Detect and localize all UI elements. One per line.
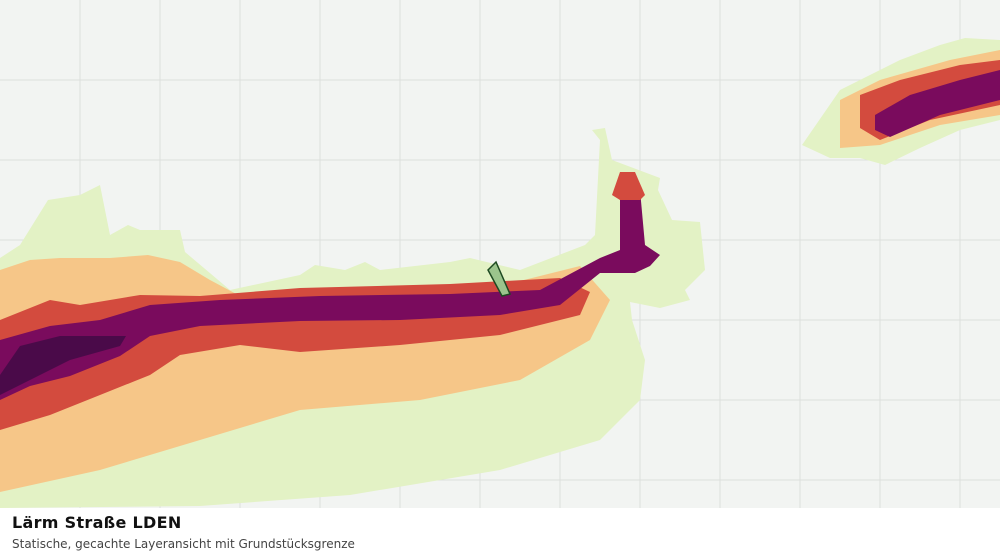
layer-title: Lärm Straße LDEN (12, 513, 182, 532)
noise-zone-very-high (875, 70, 1000, 137)
noise-zones (0, 38, 1000, 508)
caption: Lärm Straße LDEN Statische, gecachte Lay… (0, 508, 1000, 560)
parcel-boundary (487, 260, 512, 297)
noise-zone-high (612, 172, 645, 200)
noise-zone-very-high (0, 190, 660, 400)
layer-subtitle: Statische, gecachte Layeransicht mit Gru… (12, 537, 355, 551)
map (0, 0, 1000, 508)
noise-zone-extreme (0, 336, 126, 395)
